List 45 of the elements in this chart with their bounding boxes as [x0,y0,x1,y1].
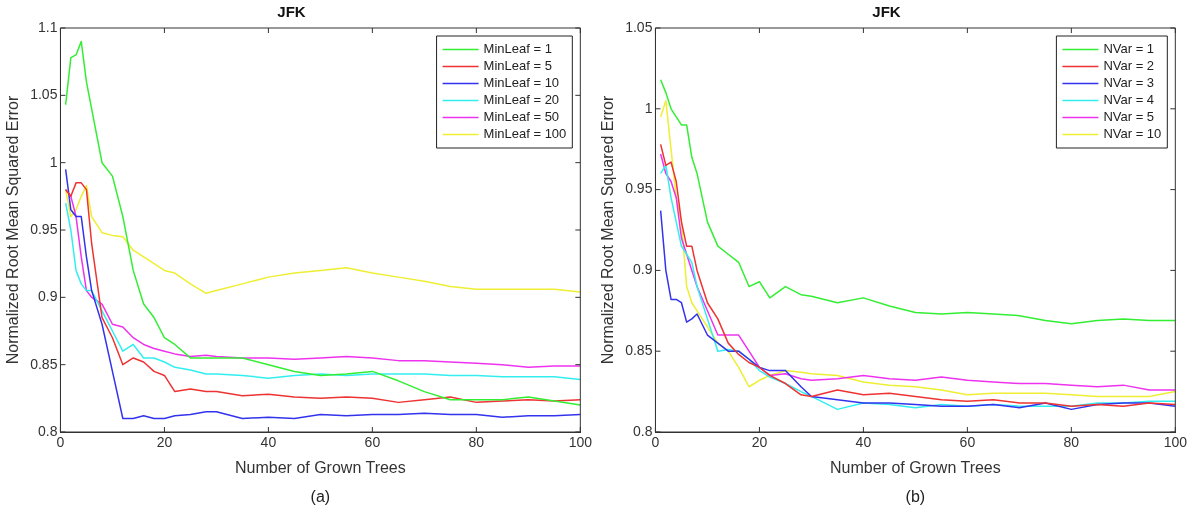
y-tick-label: 0.85 [30,355,58,372]
x-tick-label: 40 [260,434,277,451]
y-tick-label: 0.8 [632,422,653,439]
x-tick-label: 80 [1063,434,1080,451]
text: (b) [905,488,926,505]
x-tick-label: 40 [855,434,872,451]
legend-label: NVar = 1 [1103,41,1155,57]
y-tick-label: 0.85 [625,342,653,359]
x-tick-label: 0 [651,434,660,451]
chart-title: JFK [277,3,306,21]
y-tick-label: 1 [49,153,58,170]
x-tick-label: 60 [959,434,976,451]
y-tick-label: 1.1 [37,18,58,35]
y-tick-label: 1.05 [30,86,58,103]
y-axis-title: Normalized Root Mean Squared Error [4,95,22,365]
y-tick-label: 1.05 [625,18,653,35]
x-axis-title: Number of Grown Trees [235,458,406,476]
y-tick-label: 0.9 [632,261,653,278]
legend-label: MinLeaf = 100 [483,126,567,142]
legend-label: NVar = 3 [1103,75,1155,91]
x-tick-label: 20 [156,434,173,451]
y-tick-label: 1 [644,99,653,116]
legend-label: NVar = 10 [1103,126,1162,142]
x-tick-label: 60 [364,434,381,451]
chart-title: JFK [872,3,901,21]
legend-label: NVar = 4 [1103,92,1155,108]
legend-label: MinLeaf = 1 [483,41,552,57]
legend-label: MinLeaf = 10 [483,75,560,91]
x-tick-label: 20 [751,434,768,451]
y-axis-title: Normalized Root Mean Squared Error [599,95,617,365]
legend-label: MinLeaf = 50 [483,109,560,125]
x-tick-label: 80 [468,434,485,451]
legend-label: NVar = 5 [1103,109,1155,125]
x-tick-label: 100 [1163,434,1188,451]
y-tick-label: 0.95 [625,180,653,197]
legend-label: NVar = 2 [1103,58,1155,74]
x-axis-title: Number of Grown Trees [830,458,1001,476]
legend-label: MinLeaf = 20 [483,92,560,108]
y-tick-label: 0.9 [37,288,58,305]
y-tick-label: 0.95 [30,220,58,237]
y-tick-label: 0.8 [37,422,58,439]
x-tick-label: 0 [56,434,65,451]
x-tick-label: 100 [568,434,593,451]
text: (a) [310,488,331,505]
legend-label: MinLeaf = 5 [483,58,552,74]
